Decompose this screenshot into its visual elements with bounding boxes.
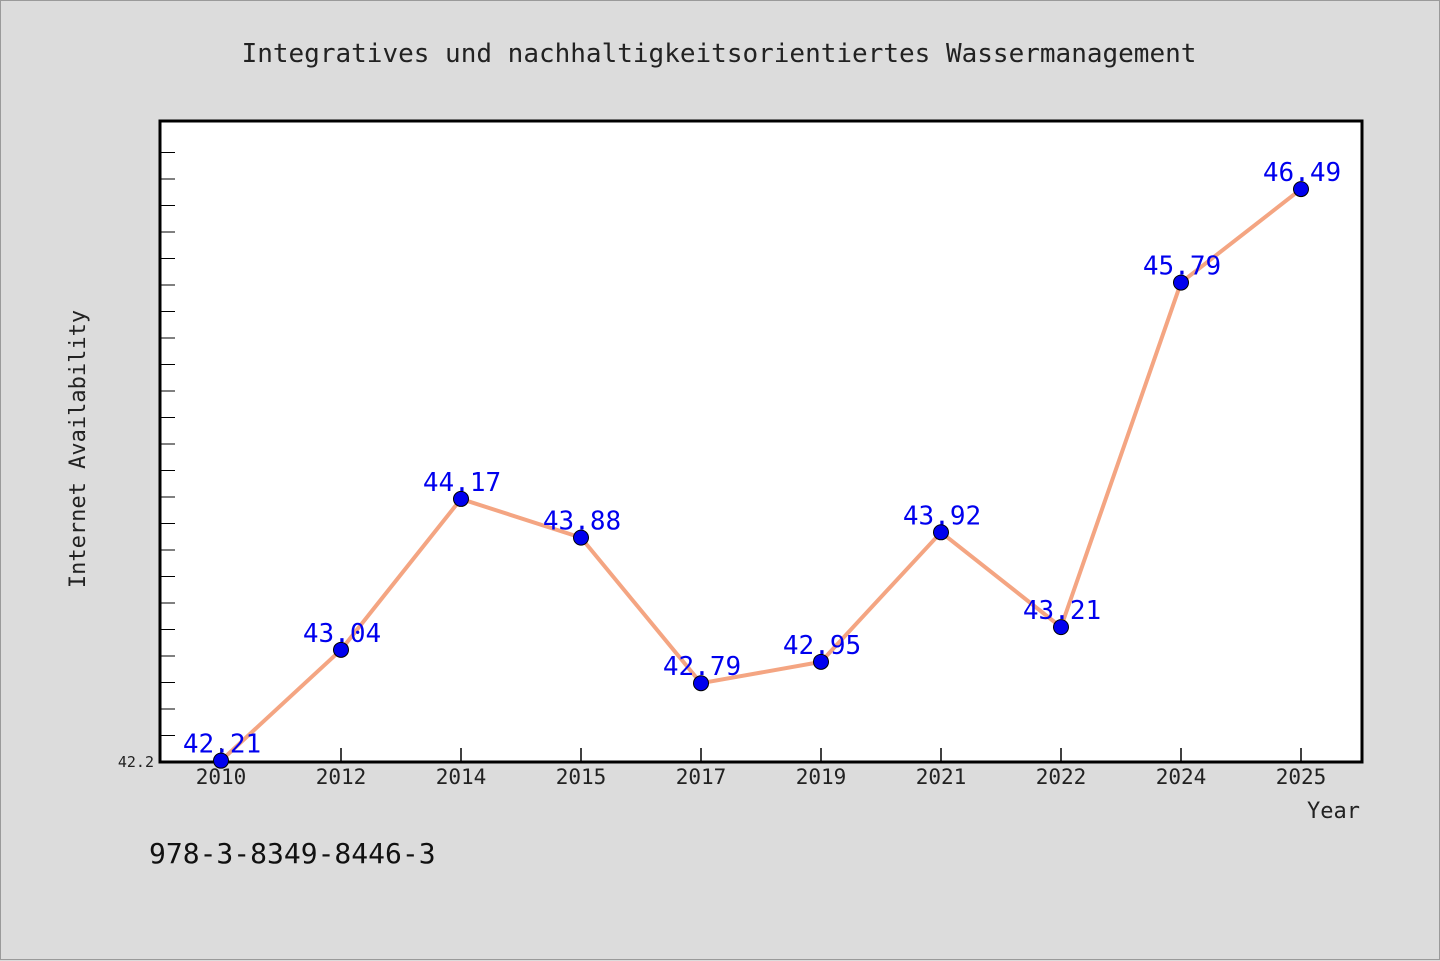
x-tick-label: 2024 bbox=[1156, 765, 1207, 789]
data-point bbox=[333, 641, 349, 658]
x-tick-label: 2017 bbox=[676, 765, 727, 789]
markers-group bbox=[213, 181, 1309, 769]
data-point bbox=[693, 675, 709, 692]
x-tick-label: 2012 bbox=[316, 765, 367, 789]
data-point bbox=[213, 752, 229, 769]
data-label: 43.04 bbox=[303, 619, 381, 649]
data-point bbox=[1293, 181, 1309, 198]
data-label: 43.21 bbox=[1023, 596, 1101, 626]
data-label: 42.21 bbox=[183, 730, 261, 760]
chart-title: Integratives und nachhaltigkeitsorientie… bbox=[242, 39, 1197, 69]
data-label: 42.95 bbox=[783, 631, 861, 661]
x-tick-label: 2025 bbox=[1276, 765, 1327, 789]
data-point bbox=[573, 529, 589, 546]
data-label: 42.79 bbox=[663, 652, 741, 682]
series-line bbox=[219, 187, 1303, 763]
data-point bbox=[453, 490, 469, 507]
x-tick-label: 2010 bbox=[196, 765, 247, 789]
data-label: 43.88 bbox=[543, 507, 621, 537]
y-axis-ticks: 42.2 bbox=[118, 753, 154, 771]
y-tick-label: 42.2 bbox=[118, 753, 154, 771]
data-point bbox=[933, 524, 949, 541]
x-axis-title: Year bbox=[1307, 799, 1360, 824]
x-tick-label: 2015 bbox=[556, 765, 607, 789]
data-label: 44.17 bbox=[423, 468, 501, 498]
data-label: 45.79 bbox=[1143, 252, 1221, 282]
x-axis-ticks: 2010 2012 2014 2015 2017 2019 2021 2022 2024 2025 bbox=[196, 748, 1327, 789]
data-point bbox=[1053, 619, 1069, 636]
y-axis-title: Internet Availability bbox=[66, 310, 91, 588]
data-label: 43.92 bbox=[903, 501, 981, 531]
data-point bbox=[813, 653, 829, 670]
data-labels-group: 42.21 43.04 44.17 43.88 42.79 42.95 43.92 43.21… bbox=[183, 158, 1341, 760]
isbn-footer: 978-3-8349-8446-3 bbox=[149, 837, 436, 870]
data-label: 46.49 bbox=[1263, 158, 1341, 188]
series-line-group bbox=[219, 187, 1303, 763]
plot-area bbox=[158, 119, 1364, 764]
data-point bbox=[1173, 274, 1189, 291]
x-tick-label: 2019 bbox=[796, 765, 847, 789]
x-tick-label: 2021 bbox=[916, 765, 967, 789]
y-minor-ticks bbox=[160, 152, 175, 763]
x-tick-label: 2014 bbox=[436, 765, 487, 789]
x-tick-label: 2022 bbox=[1036, 765, 1087, 789]
